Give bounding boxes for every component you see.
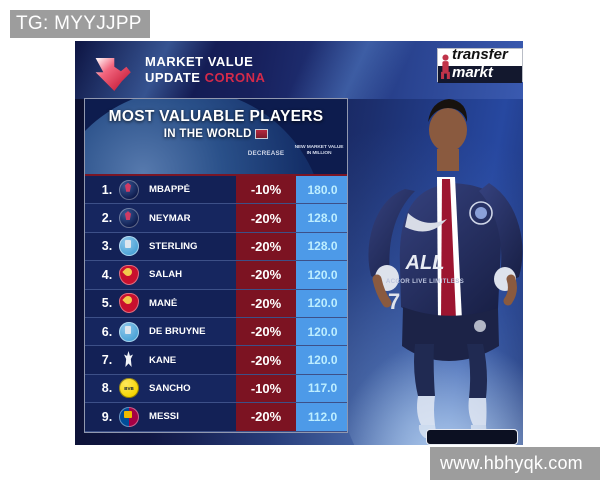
svg-text:ACCOR LIVE LIMITLESS: ACCOR LIVE LIMITLESS (386, 278, 464, 285)
svg-text:7: 7 (388, 289, 400, 314)
svg-text:ALL: ALL (405, 252, 445, 274)
